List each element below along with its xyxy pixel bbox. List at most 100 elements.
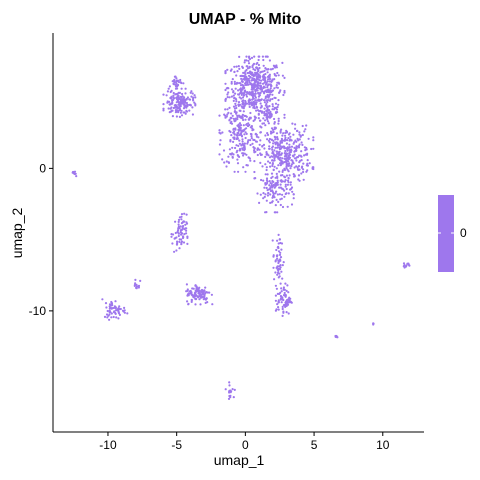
data-point bbox=[268, 141, 271, 144]
data-point bbox=[252, 63, 255, 66]
data-point bbox=[167, 107, 170, 110]
data-point bbox=[277, 122, 280, 125]
data-point bbox=[276, 303, 279, 306]
data-point bbox=[282, 286, 285, 289]
legend-label: 0 bbox=[460, 226, 467, 240]
data-point bbox=[237, 170, 240, 173]
data-point bbox=[255, 140, 258, 143]
data-point bbox=[240, 131, 243, 134]
data-point bbox=[275, 248, 278, 252]
data-point bbox=[241, 65, 244, 68]
data-point bbox=[275, 86, 278, 89]
data-point bbox=[176, 229, 180, 232]
data-point bbox=[285, 130, 289, 133]
data-point bbox=[228, 148, 231, 151]
data-point bbox=[276, 239, 279, 242]
data-point bbox=[283, 157, 286, 160]
data-point bbox=[169, 103, 172, 106]
data-point bbox=[272, 168, 275, 172]
data-point bbox=[276, 273, 279, 276]
data-point bbox=[230, 95, 233, 98]
data-point bbox=[231, 78, 234, 81]
data-point bbox=[245, 95, 248, 98]
data-point bbox=[194, 289, 198, 292]
data-point bbox=[235, 134, 238, 137]
data-point bbox=[286, 148, 289, 151]
data-point bbox=[191, 92, 194, 95]
data-point bbox=[267, 108, 270, 111]
data-point bbox=[285, 174, 288, 177]
data-point bbox=[182, 241, 186, 244]
data-point bbox=[268, 137, 271, 141]
data-point bbox=[265, 168, 268, 172]
data-point bbox=[178, 101, 181, 104]
data-point bbox=[262, 58, 265, 62]
data-point bbox=[265, 110, 268, 113]
data-point bbox=[255, 135, 258, 138]
data-point bbox=[185, 101, 188, 105]
data-point bbox=[299, 159, 302, 162]
data-point bbox=[264, 193, 267, 196]
data-point bbox=[294, 157, 297, 160]
data-point bbox=[298, 131, 301, 134]
data-point bbox=[268, 147, 271, 150]
data-point bbox=[228, 129, 231, 133]
data-point bbox=[240, 77, 243, 80]
data-point bbox=[278, 157, 281, 160]
data-point bbox=[288, 174, 291, 177]
data-point bbox=[276, 292, 279, 295]
data-point bbox=[267, 115, 270, 118]
data-point bbox=[276, 211, 279, 214]
data-point bbox=[283, 180, 286, 183]
data-point bbox=[265, 116, 268, 119]
data-point bbox=[247, 59, 250, 63]
data-point bbox=[233, 110, 236, 113]
data-point bbox=[177, 225, 180, 228]
data-point bbox=[185, 227, 188, 230]
data-point bbox=[233, 80, 236, 83]
data-point bbox=[265, 182, 268, 186]
data-point bbox=[270, 155, 273, 158]
data-point bbox=[261, 55, 264, 58]
data-point bbox=[232, 105, 236, 108]
data-point bbox=[275, 150, 278, 153]
data-point bbox=[266, 138, 269, 141]
data-point bbox=[185, 213, 188, 216]
data-point bbox=[262, 122, 266, 125]
data-point bbox=[182, 224, 185, 228]
data-point bbox=[282, 311, 285, 314]
data-point bbox=[194, 293, 197, 296]
data-point bbox=[275, 84, 278, 87]
data-point bbox=[243, 149, 246, 152]
data-point bbox=[279, 141, 282, 145]
data-point bbox=[253, 160, 256, 163]
data-point bbox=[289, 167, 292, 170]
data-point bbox=[237, 114, 241, 117]
data-point bbox=[253, 150, 256, 153]
data-point bbox=[281, 305, 284, 308]
data-point bbox=[236, 154, 239, 157]
data-point bbox=[173, 250, 176, 253]
data-point bbox=[300, 150, 303, 153]
data-point bbox=[223, 161, 226, 164]
data-point bbox=[167, 87, 170, 90]
data-point bbox=[295, 147, 298, 150]
data-point bbox=[75, 175, 78, 178]
data-point bbox=[251, 90, 254, 93]
data-point bbox=[166, 100, 169, 103]
data-point bbox=[238, 82, 241, 85]
data-point bbox=[242, 110, 245, 113]
data-point bbox=[276, 179, 279, 182]
data-point bbox=[252, 93, 255, 96]
data-point bbox=[224, 70, 227, 73]
data-point bbox=[276, 268, 279, 271]
data-point bbox=[270, 172, 274, 175]
data-point bbox=[249, 111, 252, 115]
data-point bbox=[244, 131, 247, 134]
data-point bbox=[273, 278, 276, 281]
data-point bbox=[243, 71, 246, 74]
data-point bbox=[180, 233, 183, 236]
data-point bbox=[289, 188, 292, 191]
data-point bbox=[285, 187, 288, 191]
data-point bbox=[295, 159, 298, 162]
